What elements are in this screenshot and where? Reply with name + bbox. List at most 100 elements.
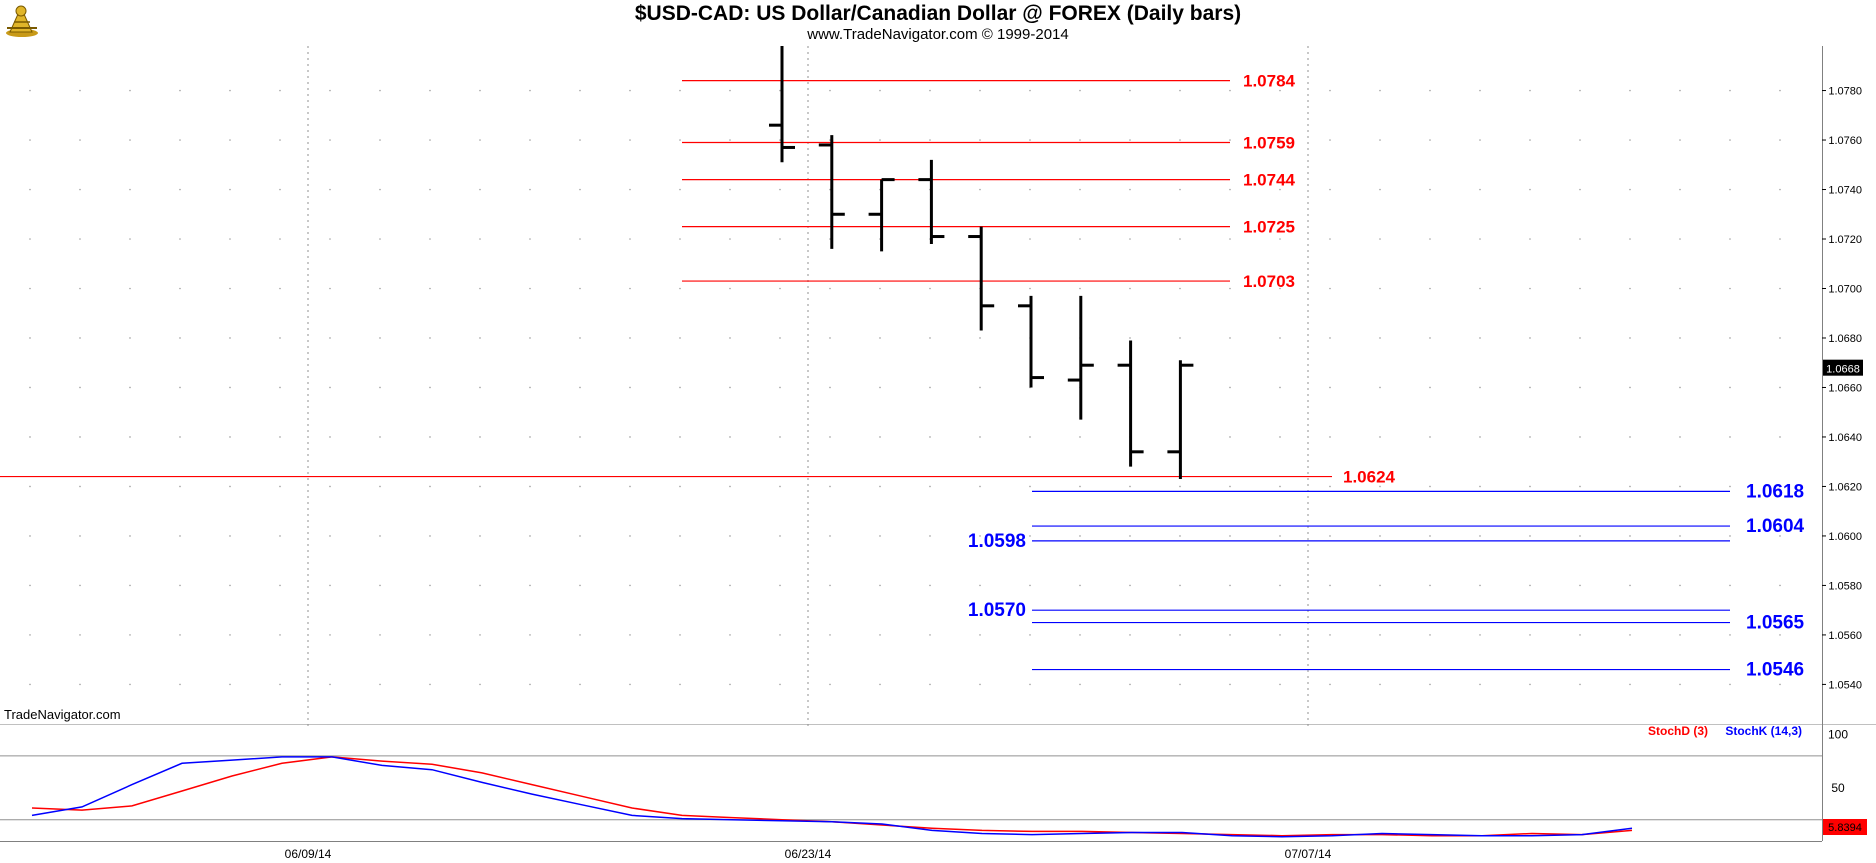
grid-dot: [1329, 89, 1331, 92]
grid-dot: [429, 287, 431, 290]
grid-dot: [329, 485, 331, 488]
grid-dot: [79, 436, 81, 438]
grid-dot: [679, 287, 681, 290]
grid-dot: [779, 238, 781, 240]
grid-dot: [279, 287, 281, 290]
grid-dot: [1429, 188, 1431, 191]
grid-dot: [529, 386, 531, 389]
grid-dot: [179, 634, 181, 636]
grid-dot: [1479, 535, 1481, 537]
grid-dot: [229, 89, 231, 92]
grid-dot: [529, 188, 531, 191]
grid-dot: [1479, 188, 1481, 191]
grid-dot: [1279, 535, 1281, 537]
grid-dot: [879, 535, 881, 537]
support-label: 1.0598: [968, 531, 1026, 552]
grid-dot: [1429, 634, 1431, 636]
grid-dot: [829, 386, 831, 389]
grid-dot: [479, 337, 481, 339]
grid-dot: [1029, 188, 1031, 191]
grid-dot: [1779, 436, 1781, 438]
grid-dot: [579, 139, 581, 141]
grid-dot: [29, 188, 31, 191]
grid-dot: [1279, 436, 1281, 438]
grid-dot: [279, 436, 281, 438]
grid-dot: [579, 683, 581, 686]
grid-dot: [1579, 188, 1581, 191]
grid-dot: [979, 139, 981, 141]
grid-dot: [929, 386, 931, 389]
grid-dot: [1179, 683, 1181, 686]
grid-dot: [179, 535, 181, 537]
grid-dot: [1629, 287, 1631, 290]
grid-dot: [129, 683, 131, 686]
grid-dot: [579, 485, 581, 488]
grid-dot: [479, 485, 481, 488]
grid-dot: [1729, 238, 1731, 240]
grid-dot: [1629, 188, 1631, 191]
grid-dot: [779, 188, 781, 191]
grid-dot: [1329, 535, 1331, 537]
grid-dot: [229, 683, 231, 686]
grid-dot: [1529, 139, 1531, 141]
grid-dot: [279, 238, 281, 240]
stochastic-panel: [0, 726, 1822, 841]
grid-dot: [1729, 535, 1731, 537]
grid-dot: [879, 584, 881, 587]
grid-dot: [1529, 683, 1531, 686]
grid-dot: [1229, 634, 1231, 636]
grid-dot: [1129, 89, 1131, 92]
grid-dot: [1679, 436, 1681, 438]
grid-dot: [1229, 188, 1231, 191]
grid-dot: [1579, 535, 1581, 537]
grid-dot: [1229, 337, 1231, 339]
grid-dot: [729, 634, 731, 636]
grid-dot: [929, 139, 931, 141]
grid-dot: [1579, 485, 1581, 488]
grid-dot: [1029, 634, 1031, 636]
grid-dot: [1429, 436, 1431, 438]
grid-dot: [479, 287, 481, 290]
grid-dot: [579, 634, 581, 636]
grid-dot: [1779, 139, 1781, 141]
grid-dot: [529, 139, 531, 141]
grid-dot: [1279, 287, 1281, 290]
grid-dot: [329, 683, 331, 686]
grid-dot: [1379, 287, 1381, 290]
grid-dot: [179, 238, 181, 240]
grid-dot: [229, 188, 231, 191]
grid-dot: [929, 287, 931, 290]
grid-dot: [779, 436, 781, 438]
grid-dot: [1579, 238, 1581, 240]
grid-dot: [1629, 535, 1631, 537]
grid-dot: [1429, 89, 1431, 92]
grid-dot: [1479, 287, 1481, 290]
grid-dot: [1579, 287, 1581, 290]
y-tick-label: 1.0740: [1828, 185, 1862, 197]
grid-dot: [329, 287, 331, 290]
grid-dot: [79, 584, 81, 587]
resistance-label: 1.0744: [1243, 171, 1296, 190]
grid-dot: [629, 683, 631, 686]
grid-dot: [679, 238, 681, 240]
grid-dot: [429, 386, 431, 389]
grid-dot: [429, 238, 431, 240]
stoch-y-tick-label: 100: [1828, 728, 1848, 742]
grid-dot: [129, 436, 131, 438]
grid-dot: [29, 287, 31, 290]
grid-dot: [1579, 337, 1581, 339]
grid-dot: [1729, 89, 1731, 92]
grid-dot: [29, 238, 31, 240]
grid-dot: [1079, 535, 1081, 537]
grid-dot: [729, 188, 731, 191]
chart-title: $USD-CAD: US Dollar/Canadian Dollar @ FO…: [634, 2, 1242, 25]
grid-dot: [1179, 139, 1181, 141]
grid-dot: [829, 89, 831, 92]
grid-dot: [329, 89, 331, 92]
grid-dot: [1579, 386, 1581, 389]
grid-dot: [929, 634, 931, 636]
grid-dot: [479, 386, 481, 389]
grid-dot: [679, 436, 681, 438]
grid-dot: [529, 337, 531, 339]
grid-dot: [1329, 287, 1331, 290]
